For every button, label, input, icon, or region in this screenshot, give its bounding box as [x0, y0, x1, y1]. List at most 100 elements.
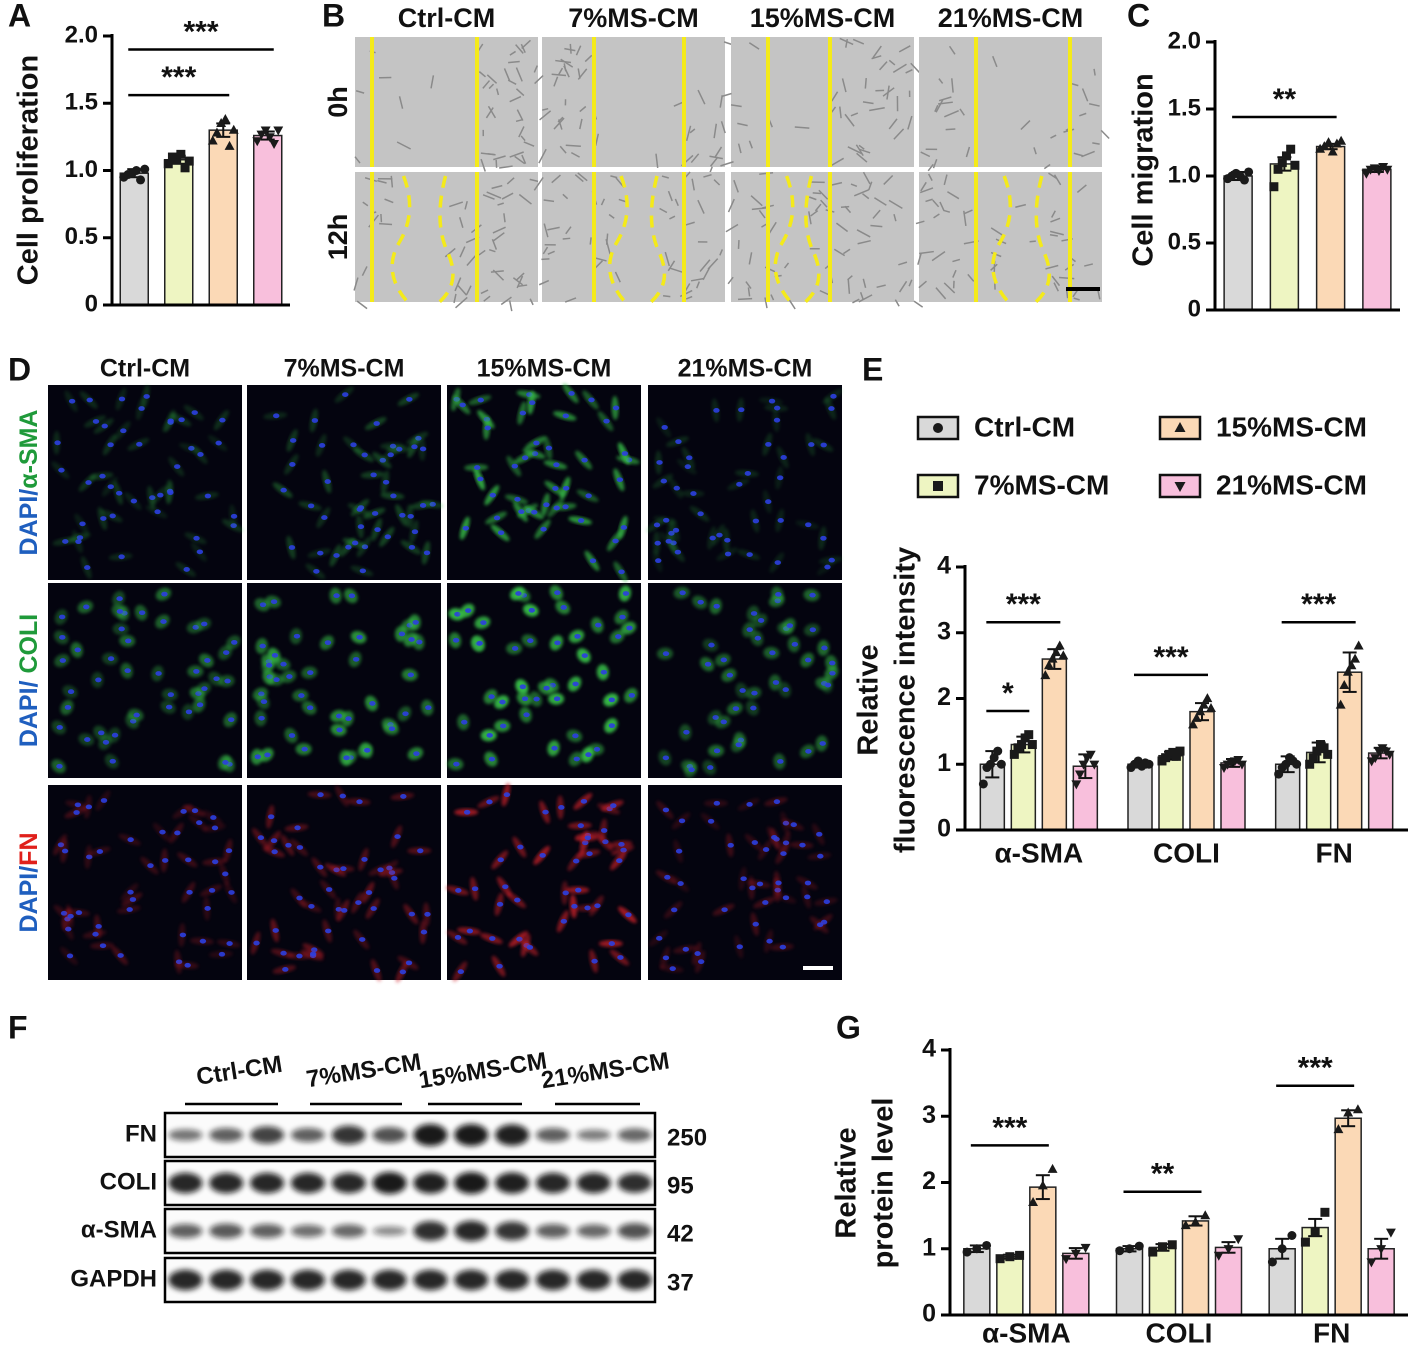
nucleus	[562, 890, 569, 896]
data-point	[1206, 702, 1216, 712]
cell-texture	[808, 196, 817, 201]
nucleus	[489, 492, 497, 498]
nucleus	[309, 951, 317, 957]
blot-frame	[163, 1207, 657, 1255]
nucleus	[750, 611, 758, 616]
data-point	[1017, 740, 1027, 750]
cell-texture	[898, 45, 911, 53]
nucleus	[228, 890, 235, 895]
nucleus	[503, 792, 511, 798]
nucleus	[593, 746, 601, 752]
image-background	[542, 37, 725, 167]
column-header: Ctrl-CM	[398, 3, 495, 33]
nucleus	[213, 676, 220, 682]
data-point	[1047, 653, 1058, 663]
cell-texture	[482, 194, 495, 200]
cell-texture	[888, 199, 903, 209]
fluorescence-image	[48, 583, 242, 778]
cell-texture	[938, 78, 944, 84]
nucleus	[454, 935, 462, 940]
cell-texture	[529, 298, 534, 306]
cell-texture	[515, 67, 523, 82]
nucleus	[265, 662, 273, 668]
nucleus	[686, 455, 693, 461]
blot-kda-label: 95	[667, 1172, 694, 1199]
nucleus	[521, 696, 529, 702]
cell-texture	[520, 43, 526, 54]
nucleus	[225, 848, 233, 854]
cell-texture	[390, 175, 394, 188]
cell-texture	[758, 209, 766, 219]
data-point	[1353, 640, 1364, 650]
blot-band	[576, 1129, 611, 1141]
significance-label: ***	[161, 61, 196, 94]
nucleus	[713, 407, 720, 413]
nucleus	[588, 397, 595, 403]
nucleus	[655, 558, 662, 564]
cell-texture	[1053, 174, 1062, 186]
cell-texture	[515, 88, 525, 97]
fluorescence-image	[247, 583, 441, 778]
cell-texture	[543, 223, 549, 238]
migration-front	[438, 175, 455, 304]
cell-texture	[932, 158, 938, 169]
data-point	[1323, 137, 1334, 147]
cell-texture	[702, 266, 711, 281]
data-point	[1350, 653, 1361, 663]
nucleus	[756, 881, 764, 887]
nucleus	[373, 421, 380, 426]
nucleus	[476, 640, 483, 646]
cell-texture	[947, 191, 960, 200]
nucleus	[455, 888, 462, 893]
cell-texture	[685, 125, 692, 141]
data-point	[176, 149, 186, 159]
blot-row-label: COLI	[100, 1168, 157, 1195]
data-point	[1312, 746, 1322, 756]
nucleus	[584, 905, 591, 911]
data-point	[1292, 759, 1302, 769]
nucleus	[603, 418, 610, 424]
cell-texture	[501, 192, 514, 200]
nucleus	[147, 863, 154, 869]
cell-texture	[512, 277, 524, 286]
nucleus	[336, 727, 343, 733]
nucleus	[572, 681, 579, 687]
nucleus	[656, 935, 663, 941]
nucleus	[230, 513, 238, 519]
data-point	[140, 164, 150, 174]
nucleus	[340, 866, 347, 872]
nucleus	[273, 413, 280, 419]
cell-texture	[356, 300, 368, 310]
nucleus	[412, 619, 419, 625]
cell-texture	[862, 101, 874, 105]
nucleus	[107, 656, 115, 662]
nucleus	[821, 645, 828, 651]
data-point	[1125, 1244, 1134, 1254]
nucleus	[477, 397, 484, 403]
y-tick-label: 3	[922, 1101, 936, 1129]
nucleus	[60, 910, 68, 916]
cell-texture	[933, 213, 940, 219]
image-background	[447, 583, 641, 778]
nucleus	[118, 396, 126, 402]
cell-texture	[480, 289, 489, 295]
nucleus	[526, 944, 534, 950]
nucleus	[273, 677, 280, 683]
nucleus	[531, 509, 538, 515]
blot-row-label: GAPDH	[70, 1265, 157, 1292]
cell-texture	[506, 177, 515, 185]
nucleus	[75, 539, 82, 545]
cell-texture	[713, 123, 718, 139]
nucleus	[92, 419, 100, 424]
nucleus	[519, 410, 527, 416]
blot-band	[209, 1269, 244, 1291]
row-label: DAPI/α-SMA	[15, 410, 43, 556]
cell-texture	[727, 198, 735, 213]
cell-texture	[543, 199, 555, 203]
nucleus	[528, 607, 536, 613]
cell-texture	[768, 221, 777, 234]
nucleus	[780, 455, 787, 460]
cell-texture	[913, 300, 924, 308]
nucleus	[117, 953, 124, 958]
